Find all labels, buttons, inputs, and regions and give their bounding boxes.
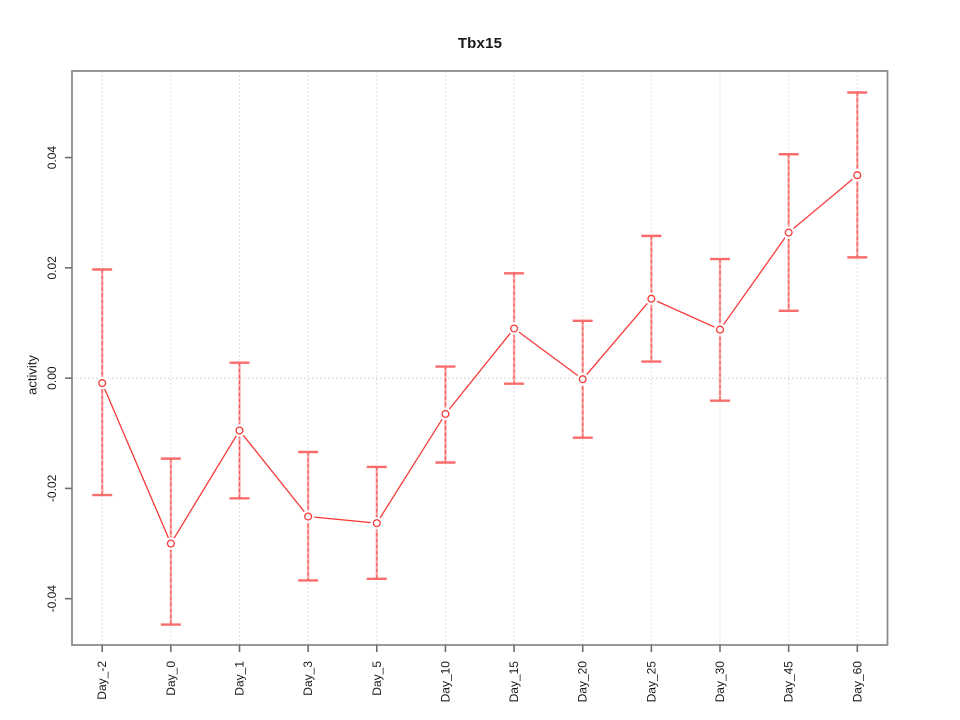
x-tick-label: Day_15 — [507, 661, 521, 703]
x-tick-label: Day_20 — [576, 661, 590, 703]
data-point — [715, 325, 725, 334]
chart-title: Tbx15 — [457, 35, 503, 52]
y-tick-label: -0.04 — [45, 585, 59, 613]
data-point — [372, 519, 381, 528]
data-point — [578, 375, 587, 384]
x-tick-label: Day_10 — [438, 661, 452, 703]
x-tick-label: Day_25 — [644, 661, 658, 703]
x-tick-label: Day_3 — [301, 661, 315, 696]
y-tick-label: -0.02 — [45, 474, 59, 502]
data-point — [441, 409, 450, 419]
data-point — [853, 171, 862, 180]
x-tick-label: Day_30 — [713, 661, 727, 703]
data-point — [98, 379, 107, 388]
data-point — [235, 426, 244, 435]
data-line — [101, 174, 858, 545]
y-tick-label: 0.04 — [45, 146, 59, 170]
x-tick-label: Day_1 — [232, 661, 246, 696]
data-point — [647, 294, 656, 303]
x-tick-label: Day_45 — [782, 661, 796, 703]
data-point — [166, 539, 175, 548]
plot-box — [71, 70, 889, 646]
x-tick-label: Day_5 — [370, 661, 384, 696]
data-point — [510, 324, 519, 333]
x-tick-label: Day_0 — [164, 661, 178, 696]
x-tick-label: Day_-2 — [95, 661, 109, 700]
y-tick-label: 0.02 — [45, 256, 59, 280]
y-tick-label: 0.00 — [45, 366, 59, 390]
x-tick-label: Day_60 — [850, 661, 864, 703]
data-point — [784, 228, 793, 237]
data-point — [304, 512, 313, 521]
